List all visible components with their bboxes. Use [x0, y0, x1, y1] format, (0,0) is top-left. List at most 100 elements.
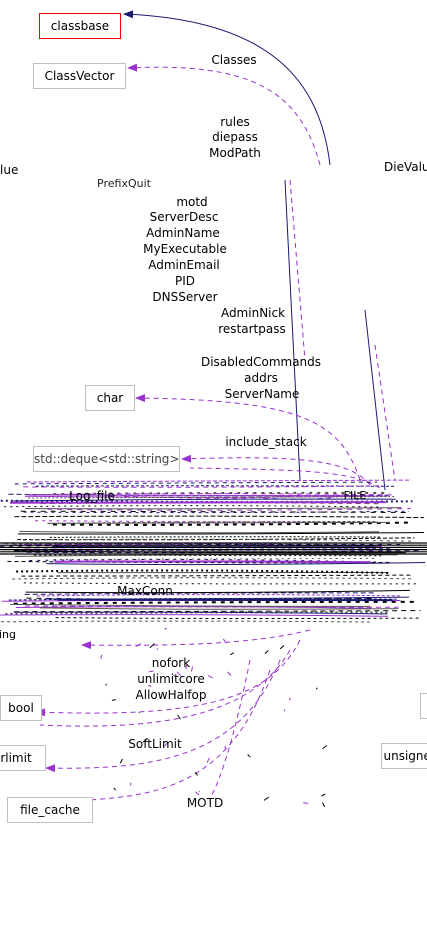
label-motd: motd	[176, 195, 208, 209]
label-pid: PID	[174, 274, 196, 288]
dense-edge	[24, 592, 375, 595]
dense-edge	[20, 510, 411, 513]
dense-edge-fragment	[185, 665, 188, 669]
dense-edge-band	[0, 479, 427, 808]
dense-edge-fragment	[111, 699, 116, 701]
node-classbase[interactable]: classbase	[39, 13, 121, 39]
label-nofork: nofork	[151, 656, 191, 670]
label-disabledcommands: DisabledCommands	[200, 355, 322, 369]
edge-long-2	[284, 179, 301, 481]
dense-edge	[0, 620, 372, 623]
label-allowhalfop: AllowHalfop	[135, 688, 207, 702]
label-prefixquit: PrefixQuit	[97, 177, 151, 190]
dense-edge	[14, 481, 378, 485]
dense-edge	[13, 611, 388, 615]
dense-edge-fragment	[247, 754, 251, 758]
label-motd-upper: MOTD	[186, 796, 224, 810]
dense-edge	[13, 600, 418, 605]
dense-edge	[47, 521, 390, 524]
label-maxconn: MaxConn	[117, 584, 173, 598]
dense-edge	[9, 501, 386, 504]
label-servername: ServerName	[224, 387, 300, 401]
label-string-left: std::string	[0, 628, 17, 641]
edge-long-4	[374, 344, 396, 481]
label-adminemail: AdminEmail	[148, 258, 220, 272]
dense-edge	[26, 479, 412, 483]
node-file-cache[interactable]: file_cache	[7, 797, 93, 823]
dense-edge-fragment	[230, 652, 234, 656]
dense-edge	[28, 496, 396, 499]
dense-edge-fragment	[195, 791, 200, 796]
dense-edge-fragment	[263, 796, 270, 801]
dense-edge	[17, 532, 425, 535]
label-serverdesc: ServerDesc	[149, 210, 219, 224]
node-right-top[interactable]	[420, 693, 427, 719]
node-strings-vector[interactable]: std::deque<std::string>	[33, 446, 180, 472]
dense-edge	[15, 606, 372, 609]
dense-edge-fragment	[177, 714, 181, 720]
dense-edge	[49, 536, 381, 538]
dense-edge-fragment	[148, 670, 154, 673]
label-addrs: addrs	[244, 371, 278, 385]
dense-edge	[0, 499, 413, 503]
dense-edge-fragment	[321, 793, 326, 797]
label-unlimitcore: unlimitcore	[137, 672, 205, 686]
dense-edge	[17, 537, 415, 541]
label-softlimit: SoftLimit	[128, 737, 182, 751]
dense-edge	[0, 614, 389, 617]
node-rlimit[interactable]: rlimit	[0, 745, 46, 771]
dense-edge	[19, 530, 380, 534]
node-classvector[interactable]: ClassVector	[33, 63, 126, 89]
dense-edge	[22, 538, 416, 542]
dense-edge-fragment	[207, 675, 213, 679]
label-dnsserver: DNSServer	[152, 290, 218, 304]
dense-edge-fragment	[279, 645, 285, 650]
dense-edge	[14, 610, 421, 613]
dense-edge-fragment	[113, 787, 116, 791]
label-adminnick: AdminNick	[220, 306, 286, 320]
dense-edge	[36, 594, 401, 597]
node-unsigned[interactable]: unsigned	[381, 743, 427, 769]
dense-edge	[57, 598, 394, 602]
edge-include-stack	[181, 454, 371, 486]
dense-edge-fragment	[119, 758, 123, 764]
label-myexecutable: MyExecutable	[143, 242, 227, 256]
dense-edge	[16, 569, 391, 574]
dense-edge	[24, 605, 399, 608]
dense-edge	[5, 611, 391, 615]
edge-long-1	[289, 179, 306, 361]
dense-edge	[14, 554, 398, 557]
label-restartpass: restartpass	[218, 322, 286, 336]
node-char[interactable]: char	[85, 385, 135, 411]
dense-edge	[4, 505, 380, 508]
edge-bool-2	[39, 649, 291, 727]
label-dievalue: DieValue	[384, 160, 427, 174]
label-lue-fragment: lue	[0, 163, 19, 177]
edge-motd-lower	[209, 659, 251, 799]
dense-edge-fragment	[105, 683, 107, 686]
dense-edge-fragment	[100, 654, 103, 659]
label-log-file: Log_file	[69, 489, 115, 503]
dense-edge	[54, 560, 372, 564]
dense-edge	[29, 494, 372, 497]
dense-edge	[39, 607, 399, 610]
dense-edge	[25, 507, 402, 510]
dense-edge	[23, 510, 410, 514]
node-strings-vector-label: std::deque<std::string>	[34, 452, 180, 466]
dense-edge-fragment	[149, 643, 155, 649]
dense-edge-fragment	[264, 650, 269, 654]
label-fileg: FILE	[343, 489, 367, 502]
dense-edge-fragment	[142, 737, 148, 743]
dense-edge	[14, 515, 425, 519]
dense-edge-fragment	[224, 745, 226, 749]
dense-edge-fragment	[303, 802, 309, 804]
dense-edge	[53, 491, 390, 496]
dense-edge	[21, 574, 413, 577]
dense-edge	[23, 582, 420, 585]
node-bool[interactable]: bool	[0, 695, 42, 721]
dense-edge-fragment	[206, 757, 210, 763]
dense-edge	[12, 577, 412, 580]
dense-edge	[23, 485, 381, 488]
dense-edge	[5, 543, 427, 546]
